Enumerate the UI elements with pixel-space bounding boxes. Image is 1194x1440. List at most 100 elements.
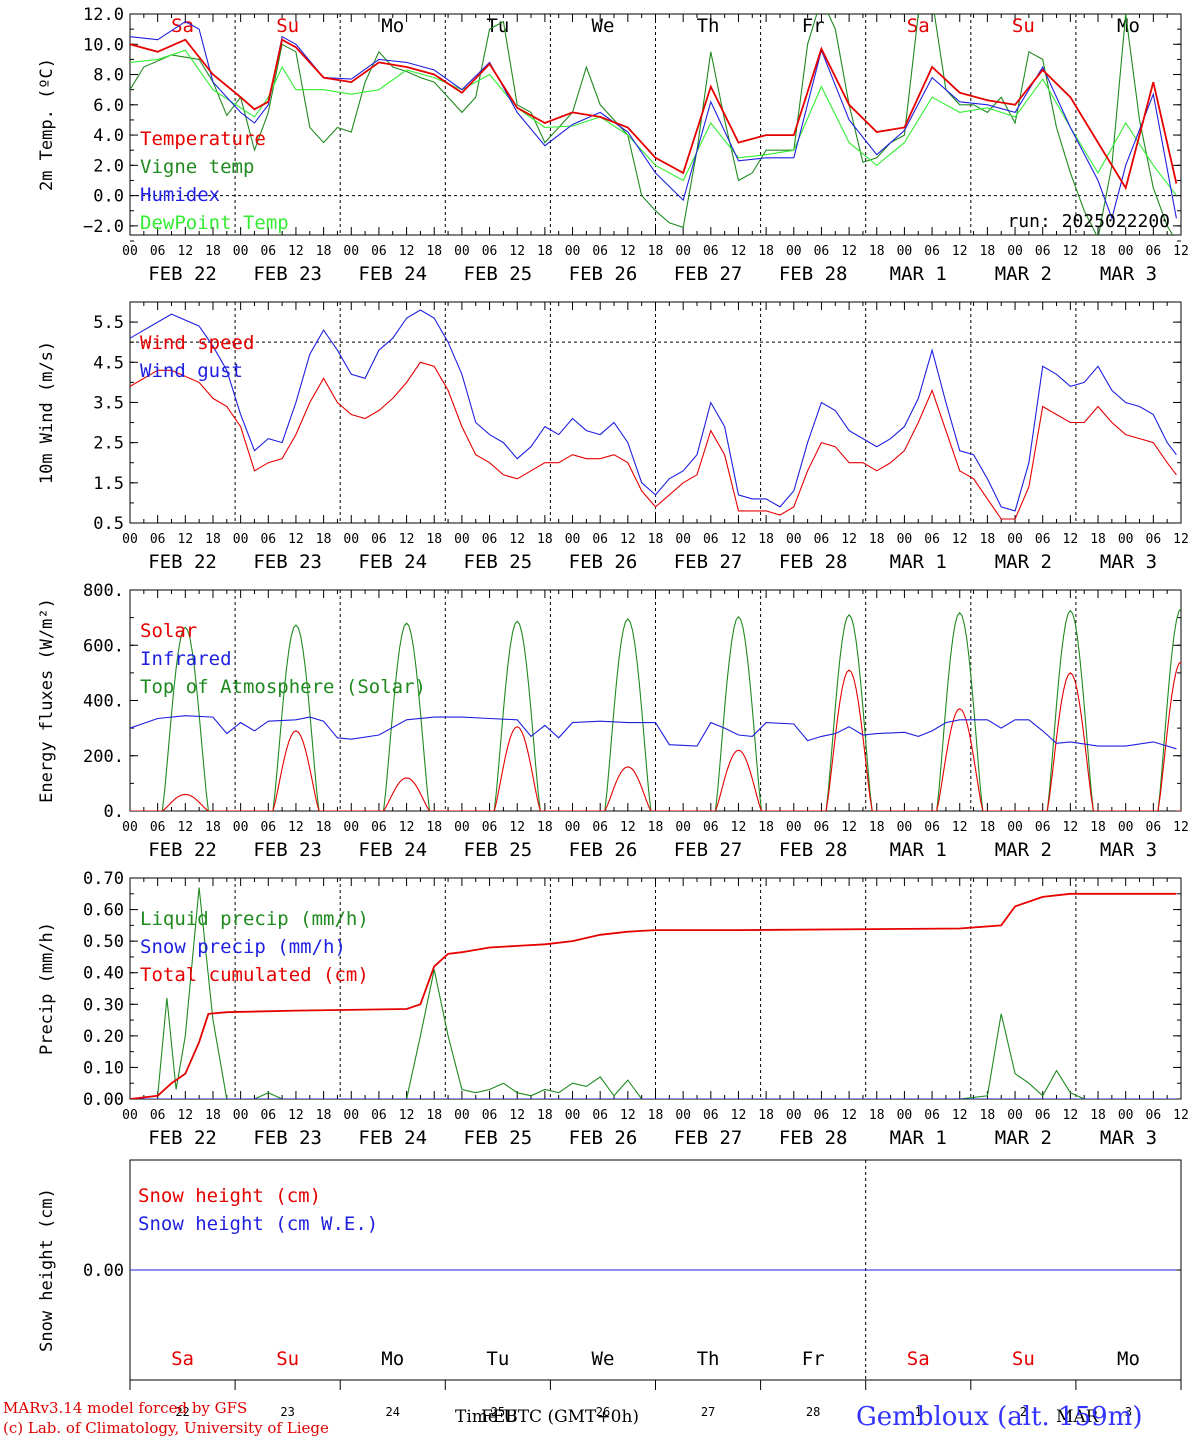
precip-ytick-label: 0.40 (83, 964, 124, 984)
precip-ytick-label: 0.10 (83, 1058, 124, 1078)
wind-date-label: FEB 23 (253, 551, 322, 573)
energy-hour-label: 18 (426, 820, 442, 835)
temp-hour-label: 12 (1063, 244, 1079, 259)
energy-ytick-label: 200. (83, 747, 124, 767)
temp-ytick-label: 0.0 (93, 187, 124, 207)
precip-hour-label: 12 (952, 1108, 968, 1123)
wind-hour-label: 12 (620, 532, 636, 547)
precip-series-total-cumulated-cm- (130, 892, 1177, 1099)
energy-hour-label: 18 (537, 820, 553, 835)
temp-weekday-label: Sa (171, 15, 194, 37)
temp-hour-label: 12 (509, 244, 525, 259)
precip-hour-label: 12 (841, 1108, 857, 1123)
footer-credit-2: (c) Lab. of Climatology, University of L… (3, 1419, 329, 1437)
month-label-feb: FEB (481, 1407, 518, 1427)
wind-hour-label: 06 (150, 532, 166, 547)
temp-hour-label: 00 (343, 244, 359, 259)
temp-hour-label: 12 (620, 244, 636, 259)
wind-legend-entry: Wind speed (140, 332, 254, 354)
precip-hour-label: 18 (537, 1108, 553, 1123)
temp-legend-entry: Vigne temp (140, 156, 254, 178)
precip-hour-label: 12 (731, 1108, 747, 1123)
temp-ytick-label: 4.0 (93, 126, 124, 146)
energy-date-label: MAR 2 (995, 839, 1052, 861)
precip-date-label: FEB 26 (569, 1127, 638, 1149)
energy-legend-entry: Infrared (140, 648, 232, 670)
precip-hour-label: 00 (675, 1108, 691, 1123)
temp-date-label: MAR 3 (1100, 263, 1157, 285)
precip-hour-label: 12 (399, 1108, 415, 1123)
temp-date-label: FEB 22 (148, 263, 217, 285)
wind-hour-label: 18 (426, 532, 442, 547)
temp-weekday-label: Sa (907, 15, 930, 37)
temp-weekday-label: Th (697, 15, 720, 37)
snow-weekday-label: Su (276, 1348, 299, 1370)
precip-hour-label: 06 (260, 1108, 276, 1123)
precip-hour-label: 18 (316, 1108, 332, 1123)
wind-series-wind-gust (130, 309, 1177, 512)
temp-series-vigne-temp (130, 14, 1174, 235)
snow-day-number: 25 (491, 1405, 505, 1419)
temp-hour-label: 00 (1118, 244, 1134, 259)
wind-axis-title: 10m Wind (m/s) (37, 341, 57, 484)
energy-date-label: FEB 26 (569, 839, 638, 861)
precip-series-liquid-precip-mm-h- (130, 887, 1177, 1099)
temp-date-label: MAR 2 (995, 263, 1052, 285)
temp-weekday-label: Mo (381, 15, 404, 37)
snow-day-number: 2 (1020, 1405, 1027, 1419)
precip-date-label: MAR 3 (1100, 1127, 1157, 1149)
temp-hour-label: 00 (897, 244, 913, 259)
wind-hour-label: 18 (648, 532, 664, 547)
precip-hour-label: 18 (980, 1108, 996, 1123)
wind-date-label: FEB 24 (358, 551, 427, 573)
precip-date-label: FEB 28 (779, 1127, 848, 1149)
precip-hour-label: 06 (814, 1108, 830, 1123)
energy-hour-label: 12 (509, 820, 525, 835)
snow-day-number: 23 (280, 1405, 294, 1419)
wind-date-label: FEB 26 (569, 551, 638, 573)
energy-axis-title: Energy fluxes (W/m²) (37, 598, 57, 803)
temp-hour-label: 12 (177, 244, 193, 259)
energy-series-infrared (130, 715, 1177, 750)
precip-hour-label: 06 (703, 1108, 719, 1123)
snow-day-number: 24 (386, 1405, 400, 1419)
temp-date-label: MAR 1 (890, 263, 947, 285)
snow-day-number: 27 (701, 1405, 715, 1419)
precip-hour-label: 12 (1173, 1108, 1189, 1123)
temp-hour-label: 06 (371, 244, 387, 259)
precip-hour-label: 00 (454, 1108, 470, 1123)
wind-hour-label: 00 (897, 532, 913, 547)
temp-hour-label: 18 (980, 244, 996, 259)
snow-weekday-label: Mo (1117, 1348, 1140, 1370)
energy-hour-label: 06 (260, 820, 276, 835)
wind-ytick-label: 0.5 (93, 514, 124, 534)
wind-series-wind-speed (130, 361, 1177, 520)
wind-hour-label: 12 (841, 532, 857, 547)
snow-weekday-label: Th (697, 1348, 720, 1370)
energy-hour-label: 12 (620, 820, 636, 835)
wind-hour-label: 06 (1146, 532, 1162, 547)
wind-date-label: MAR 1 (890, 551, 947, 573)
energy-date-label: FEB 23 (253, 839, 322, 861)
wind-hour-label: 12 (399, 532, 415, 547)
energy-hour-label: 18 (1090, 820, 1106, 835)
temp-hour-label: 06 (150, 244, 166, 259)
snow-weekday-label: Fr (802, 1348, 825, 1370)
temp-hour-label: 12 (288, 244, 304, 259)
wind-hour-label: 00 (786, 532, 802, 547)
energy-series-top-of-atmosphere-solar- (130, 607, 1181, 811)
temp-series-dewpoint-temp (130, 49, 1177, 196)
wind-hour-label: 00 (343, 532, 359, 547)
temp-date-label: FEB 24 (358, 263, 427, 285)
temp-hour-label: 12 (731, 244, 747, 259)
energy-hour-label: 06 (814, 820, 830, 835)
wind-hour-label: 06 (260, 532, 276, 547)
temp-weekday-label: Tu (486, 15, 509, 37)
snow-legend-entry: Snow height (cm) (138, 1185, 321, 1207)
wind-hour-label: 18 (980, 532, 996, 547)
energy-ytick-label: 0. (104, 802, 124, 822)
wind-hour-label: 06 (1035, 532, 1051, 547)
wind-hour-label: 18 (758, 532, 774, 547)
energy-date-label: MAR 3 (1100, 839, 1157, 861)
snow-day-number: 3 (1125, 1405, 1132, 1419)
